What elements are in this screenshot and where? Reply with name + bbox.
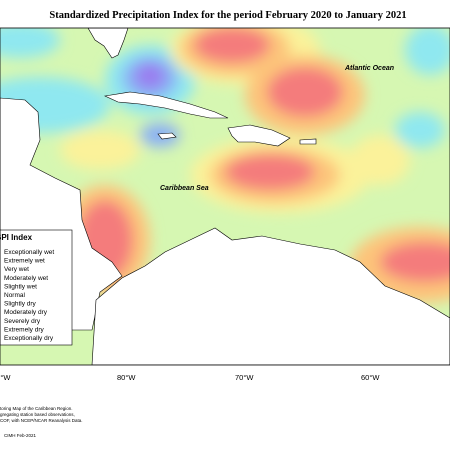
legend-item: Moderately dry: [4, 309, 48, 316]
longitude-label: 60°W: [361, 373, 380, 382]
ocean-label: Atlantic Ocean: [344, 65, 394, 72]
footnote-line: gregating station based observations,: [0, 412, 75, 417]
legend-item: Exceptionally wet: [4, 249, 54, 256]
credit: CIMH Feb-2021: [4, 433, 37, 438]
legend-item: Severely dry: [4, 318, 41, 325]
legend-title: SPI Index: [0, 233, 33, 242]
longitude-label: 70°W: [235, 373, 254, 382]
longitude-label: 80°W: [117, 373, 136, 382]
south-america: [91, 227, 450, 365]
puerto-rico: [299, 138, 317, 145]
legend-box: [0, 229, 73, 346]
legend-item: Extremely dry: [4, 326, 44, 333]
title: Standardized Precipitation Index for the…: [49, 10, 406, 21]
longitude-label: 90°W: [0, 373, 11, 382]
sea-label: Caribbean Sea: [160, 185, 209, 192]
cuba: [103, 91, 229, 119]
legend-item: Moderately wet: [4, 275, 48, 282]
legend-item: Normal: [4, 292, 26, 299]
legend-item: Extremely wet: [4, 258, 45, 265]
map: Atlantic Ocean Caribbean Sea SPI Index E…: [0, 28, 450, 365]
map-frame: [0, 27, 450, 366]
footnote-line: COF, with NCEP/NCAR Reanalysis Data.: [0, 418, 83, 423]
legend-item: Exceptionally dry: [4, 335, 54, 342]
legend-item: Very wet: [4, 266, 29, 273]
hispaniola: [227, 124, 291, 147]
jamaica: [157, 132, 177, 140]
spi-field: [0, 28, 450, 303]
legend-item: Slightly wet: [4, 283, 37, 290]
longitude-labels: 90°W 80°W 70°W 60°W: [0, 373, 380, 382]
footnote-line: toring Map of the Caribbean Region.: [0, 406, 73, 411]
legend-item: Slightly dry: [4, 301, 37, 308]
florida: [87, 28, 129, 59]
footnote: toring Map of the Caribbean Region.grega…: [0, 406, 83, 423]
